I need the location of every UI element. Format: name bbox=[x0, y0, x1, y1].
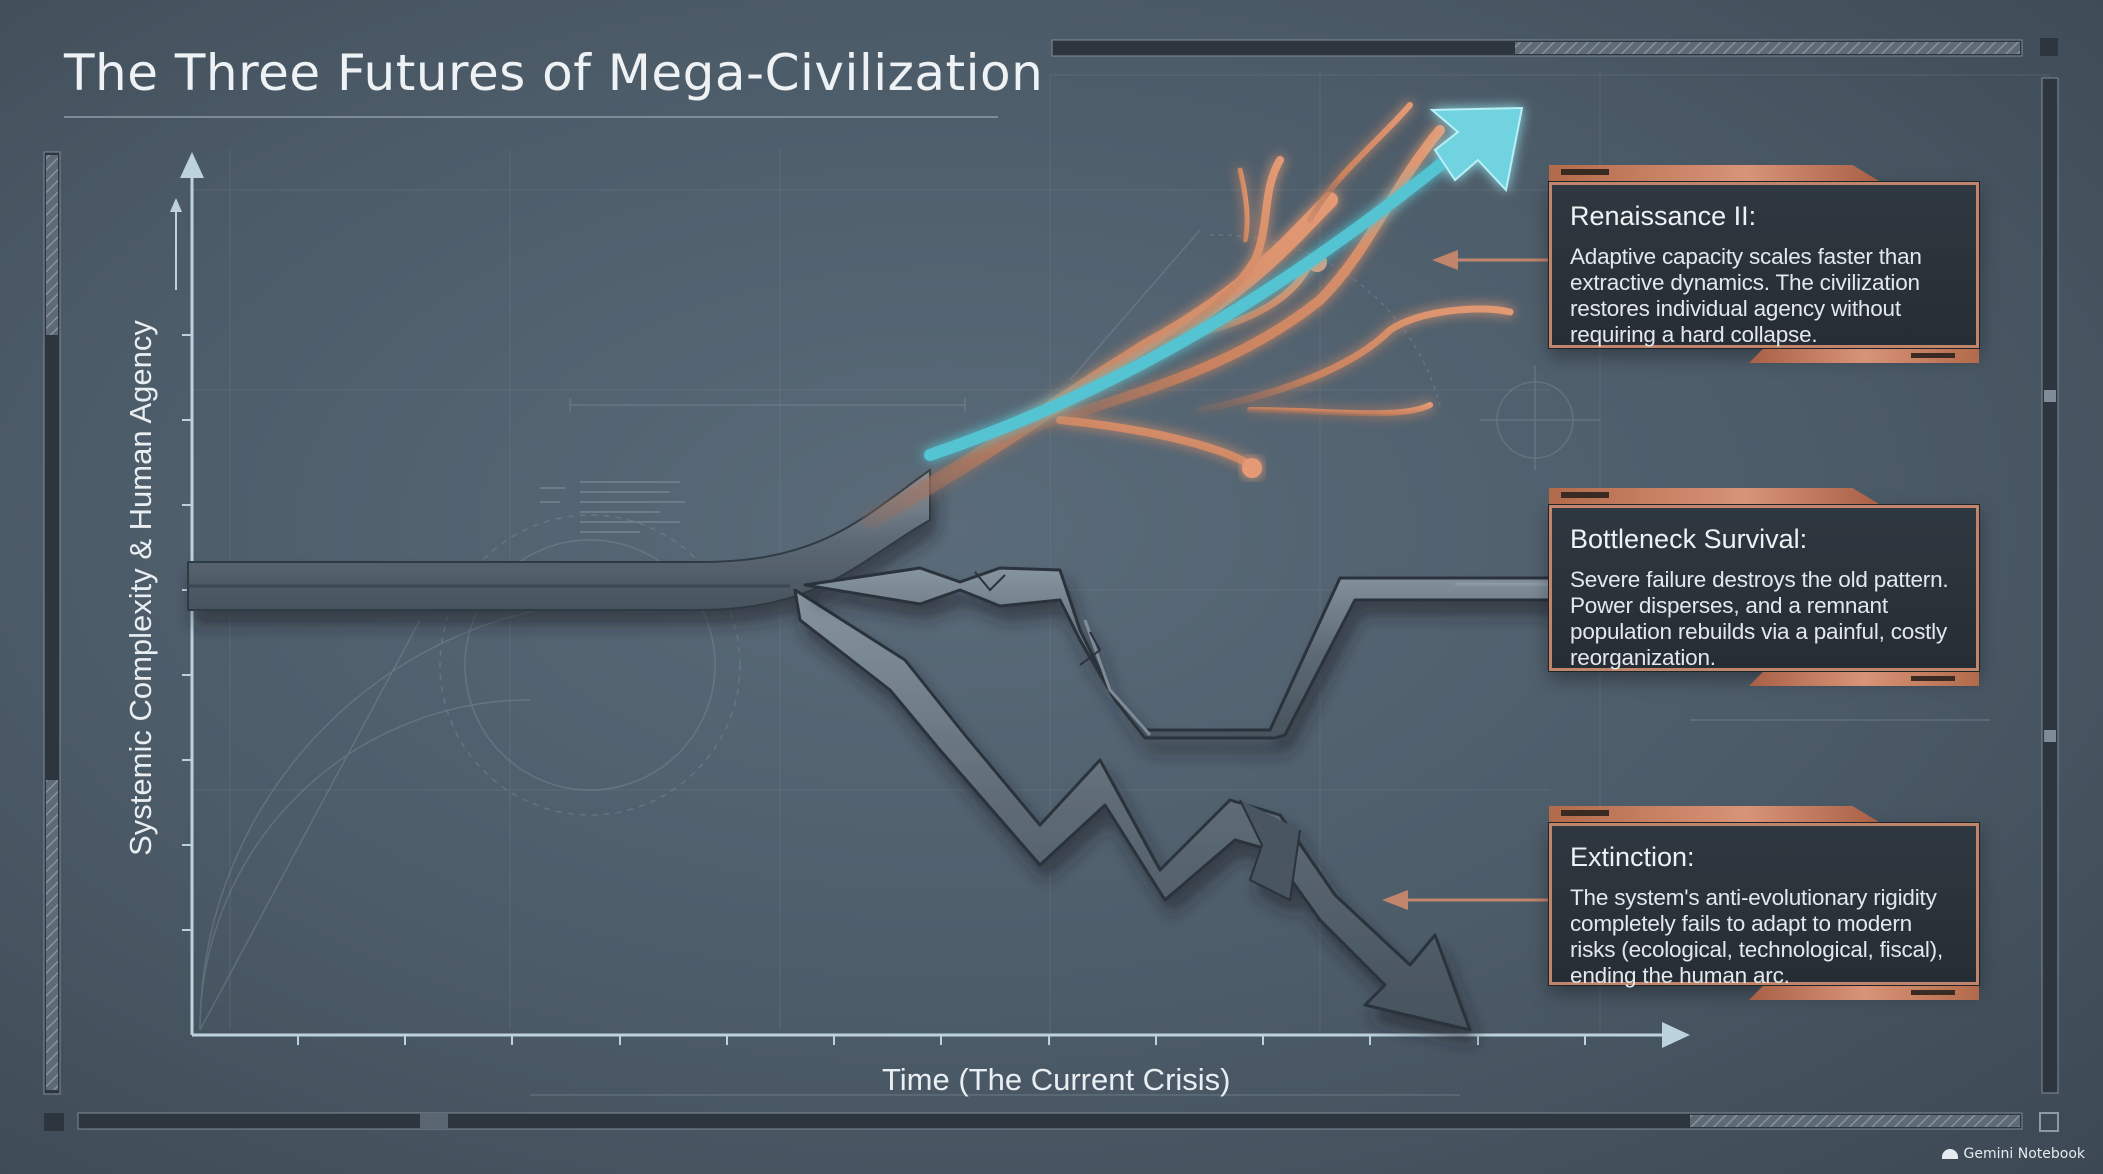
extinction-panel: Extinction: The system's anti-evolutiona… bbox=[1549, 806, 1979, 1000]
panel-footer bbox=[1749, 349, 1979, 363]
branch-node-lower bbox=[1242, 458, 1262, 478]
page-title: The Three Futures of Mega-Civilization bbox=[64, 44, 1044, 102]
panel-footer bbox=[1749, 672, 1979, 686]
notebook-icon bbox=[1941, 1149, 1958, 1159]
bottleneck-panel: Bottleneck Survival: Severe failure dest… bbox=[1549, 488, 1979, 686]
title-underline bbox=[64, 116, 998, 118]
renaissance-panel: Renaissance II: Adaptive capacity scales… bbox=[1549, 165, 1979, 363]
branding-text: Gemini Notebook bbox=[1963, 1146, 2085, 1162]
panel-tab bbox=[1549, 165, 1879, 181]
bottleneck-description: Severe failure destroys the old pattern.… bbox=[1570, 567, 1949, 670]
extinction-title: Extinction: bbox=[1570, 842, 1695, 872]
note-scribbles bbox=[540, 481, 685, 533]
x-axis-arrowhead bbox=[1662, 1022, 1690, 1048]
panel-footer bbox=[1749, 986, 1979, 1000]
y-axis-label-text: Systemic Complexity & Human Agency bbox=[123, 320, 158, 856]
renaissance-path bbox=[862, 102, 1524, 528]
panel-tab bbox=[1549, 806, 1879, 822]
renaissance-description: Adaptive capacity scales faster than ext… bbox=[1570, 244, 1922, 347]
frame-decorations bbox=[43, 38, 2059, 1132]
y-axis-arrowhead bbox=[180, 152, 204, 178]
x-axis-label: Time (The Current Crisis) bbox=[882, 1062, 1231, 1097]
trunk-path bbox=[187, 468, 931, 611]
bottleneck-title: Bottleneck Survival: bbox=[1570, 524, 1808, 554]
panel-tab bbox=[1549, 488, 1879, 504]
renaissance-title: Renaissance II: bbox=[1570, 201, 1757, 231]
panel-connectors bbox=[1382, 250, 1548, 910]
extinction-path bbox=[793, 588, 1472, 1032]
extinction-description: The system's anti-evolutionary rigidity … bbox=[1570, 885, 1944, 988]
renaissance-arrowhead bbox=[1429, 106, 1524, 193]
blueprint-sketches bbox=[199, 229, 1990, 1096]
branding: Gemini Notebook bbox=[1941, 1146, 2085, 1162]
